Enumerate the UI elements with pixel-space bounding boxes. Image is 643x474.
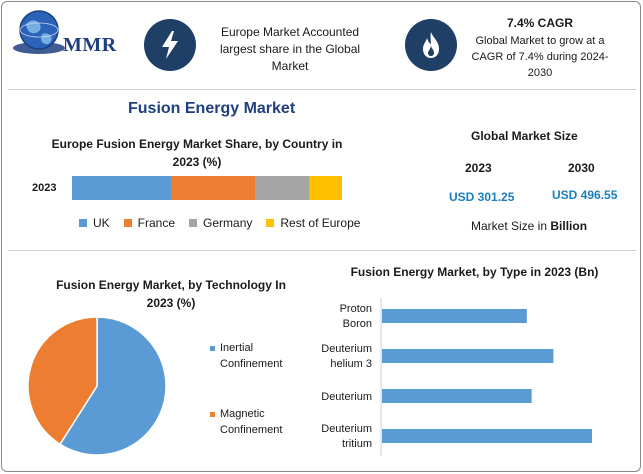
type-label-proton-boron: Proton Boron [340,303,372,330]
header-divider [8,89,636,90]
legend-label-france: France [137,216,176,230]
europe-share-text: Europe Market Accounted largest share in… [219,25,361,73]
pie-swatch-magnetic [210,412,215,417]
legend-swatch-france [123,219,132,227]
legend-swatch-rest-of-europe [266,219,275,227]
legend-label-rest-of-europe: Rest of Europe [280,216,361,230]
stack-segment-rest-of-europe [309,176,342,200]
market-size-unit: Market Size in Billion [471,219,587,233]
pie-legend-inertial: Inertial Confinement [210,340,300,372]
lightning-icon [144,19,196,71]
value-2030: USD 496.55 [552,188,618,202]
type-bar-proton-boron [382,309,527,323]
global-size-title: Global Market Size [471,129,578,143]
legend-label-germany: Germany [203,216,253,230]
stack-segment-germany [255,176,310,200]
cagr-text: Global Market to grow at a CAGR of 7.4% … [471,35,609,79]
unit-bold: Billion [550,219,588,233]
type-bar-deuterium-tritium [382,429,592,443]
legend-label-uk: UK [93,216,110,230]
legend-germany: Germany [189,216,252,230]
technology-pie-chart [27,316,167,456]
logo-text: MMR [63,34,117,56]
type-label-deuterium: Deuterium [321,391,372,403]
flame-icon [405,19,457,71]
europe-legend: UK France Germany Rest of Europe [79,216,360,230]
legend-uk: UK [79,216,110,230]
type-label-deuterium-helium-3: Deuterium helium 3 [321,343,372,370]
middle-divider [8,250,636,251]
type-bar-chart: Proton Boron Deuterium helium 3 Deuterium Deu… [321,298,592,456]
stack-segment-uk [72,176,172,200]
type-bar-deuterium [382,389,532,403]
europe-share-chart: 2023 [32,176,342,200]
globe-icon [12,8,67,58]
pie-label-magnetic: Magnetic Confinement [220,408,283,436]
pie-slice-inertial-confinement [58,316,167,456]
type-label-deuterium-tritium: Deuterium tritium [321,423,372,450]
legend-swatch-germany [189,219,198,227]
unit-prefix: Market Size in [471,219,551,233]
pie-legend-magnetic: Magnetic Confinement [210,406,300,438]
europe-chart-title: Europe Fusion Energy Market Share, by Co… [51,137,343,169]
technology-chart-title: Fusion Energy Market, by Technology In 2… [56,278,286,310]
value-2023: USD 301.25 [449,190,515,204]
year-2030-label: 2030 [568,161,595,175]
type-chart-title: Fusion Energy Market, by Type in 2023 (B… [350,265,599,279]
stack-segment-france [171,176,256,200]
page-title: Fusion Energy Market [128,100,296,117]
legend-rest-of-europe: Rest of Europe [266,216,360,230]
legend-france: France [123,216,176,230]
type-bar-deuterium-helium-3 [382,349,554,363]
legend-swatch-uk [79,219,87,227]
pie-label-inertial: Inertial Confinement [220,342,283,370]
year-2023-label: 2023 [465,161,492,175]
pie-slice-magnetic-confinement [27,316,98,446]
europe-category-label: 2023 [32,182,56,194]
cagr-title: 7.4% CAGR [506,16,574,30]
pie-swatch-inertial [210,346,215,351]
